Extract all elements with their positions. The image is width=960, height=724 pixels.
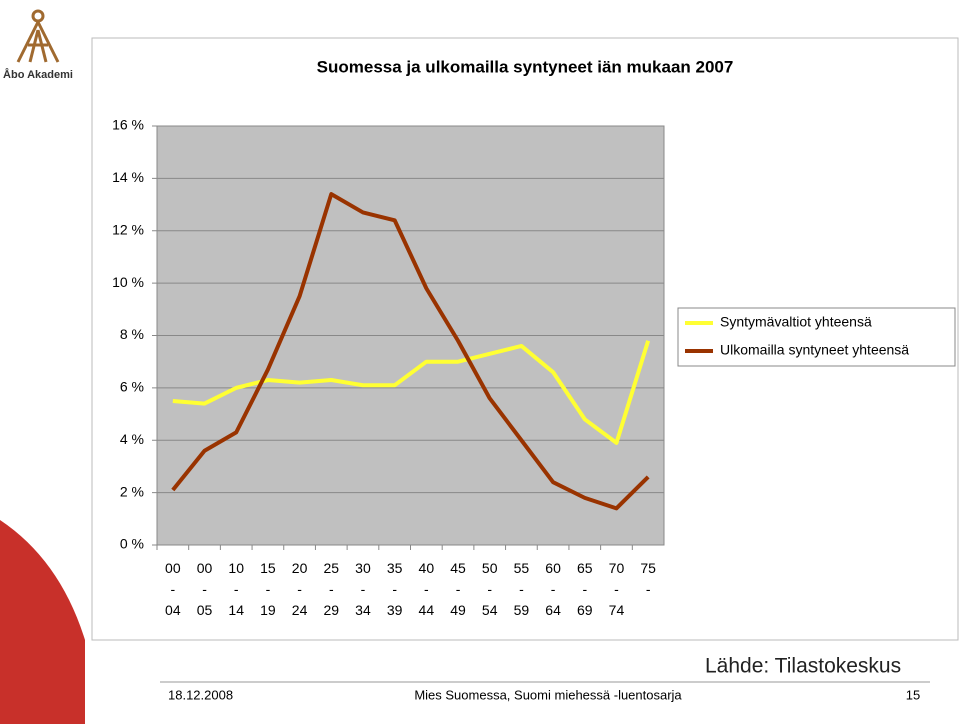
- x-tick-label: 50 - 54: [481, 560, 498, 618]
- x-tick-label: 15 - 19: [260, 560, 276, 618]
- x-tick-label: 70 - 74: [608, 560, 625, 618]
- y-tick-label: 10 %: [112, 274, 144, 290]
- x-tick-label: 75 -: [640, 560, 656, 597]
- y-tick-label: 12 %: [112, 221, 144, 237]
- y-tick-label: 2 %: [120, 483, 144, 499]
- y-tick-label: 0 %: [120, 536, 144, 552]
- y-tick-label: 8 %: [120, 326, 144, 342]
- x-tick-label: 55 - 59: [513, 560, 530, 618]
- x-tick-label: 00 - 05: [196, 560, 213, 618]
- legend-label: Syntymävaltiot yhteensä: [720, 314, 872, 330]
- series-line: [171, 192, 650, 511]
- y-tick-label: 14 %: [112, 169, 144, 185]
- footer-page: 15: [906, 687, 920, 702]
- x-tick-label: 00 - 04: [165, 560, 181, 618]
- x-tick-label: 35 - 39: [386, 560, 403, 618]
- x-tick-label: 20 - 24: [291, 560, 308, 618]
- source: Lähde: Tilastokeskus: [705, 655, 901, 678]
- x-tick-label: 45 - 49: [450, 560, 466, 618]
- legend: [677, 307, 956, 367]
- footer-title: Mies Suomessa, Suomi miehessä -luentosar…: [414, 687, 682, 702]
- x-tick-label: 65 - 69: [576, 560, 593, 618]
- seal-decoration: [0, 520, 85, 724]
- logo: [16, 9, 60, 63]
- series-line: [172, 340, 651, 445]
- x-tick-label: 25 - 29: [323, 560, 340, 618]
- y-tick-label: 6 %: [120, 379, 144, 395]
- y-tick-label: 4 %: [120, 431, 144, 447]
- x-tick-label: 10 - 14: [228, 560, 244, 618]
- x-tick-label: 40 - 44: [418, 560, 435, 618]
- chart-title: Suomessa ja ulkomailla syntyneet iän muk…: [317, 57, 734, 76]
- logo-text: Åbo Akademi: [3, 68, 73, 81]
- legend-label: Ulkomailla syntyneet yhteensä: [720, 342, 909, 358]
- x-tick-label: 30 - 34: [355, 560, 371, 618]
- y-tick-label: 16 %: [112, 117, 144, 133]
- x-tick-label: 60 - 64: [545, 560, 561, 618]
- footer-date: 18.12.2008: [168, 687, 233, 702]
